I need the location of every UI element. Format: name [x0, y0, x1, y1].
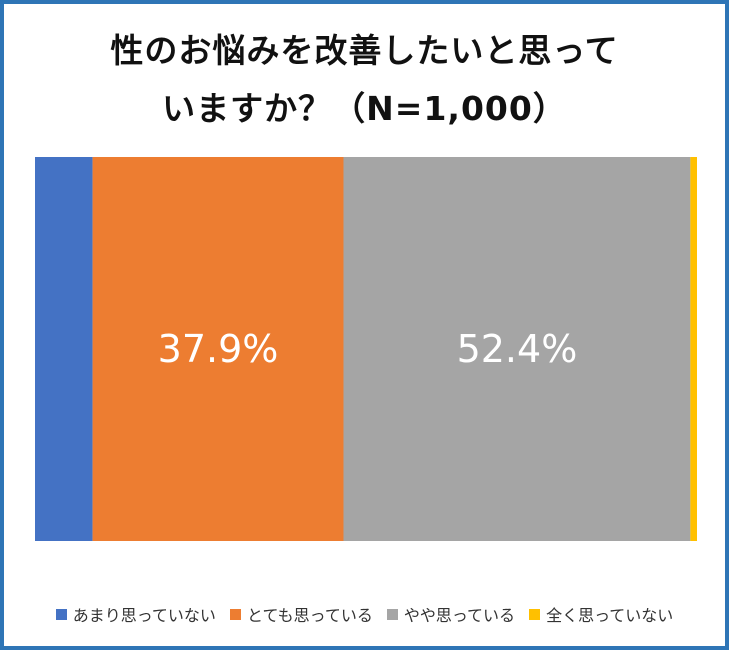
legend-item-rarely: あまり思っていない	[55, 602, 216, 626]
legend-label: やや思っている	[403, 606, 516, 625]
bar-segment	[35, 157, 93, 541]
legend-swatch	[529, 608, 541, 620]
legend-item-not-at-all: 全く思っていない	[529, 602, 673, 626]
legend-swatch	[229, 608, 241, 620]
chart-title-line-2: いますか？（N=1,000）	[162, 89, 567, 128]
legend-label: あまり思っていない	[72, 606, 216, 625]
legend-swatch	[386, 608, 398, 620]
bar-segment	[92, 157, 344, 541]
chart-legend: あまり思っていない とても思っている やや思っている 全く思っていない	[0, 602, 729, 626]
data-label: 37.9%	[158, 327, 279, 371]
legend-item-somewhat: やや思っている	[386, 602, 516, 626]
data-label: 52.4%	[457, 327, 578, 371]
legend-label: とても思っている	[246, 606, 373, 625]
chart-title-line-1: 性のお悩みを改善したいと思って	[110, 31, 619, 70]
bar-segment	[690, 157, 697, 541]
legend-label: 全く思っていない	[546, 606, 674, 625]
bar-segment	[343, 157, 691, 541]
chart-title: 性のお悩みを改善したいと思って いますか？（N=1,000）	[0, 22, 729, 138]
legend-item-very-much: とても思っている	[229, 602, 373, 626]
legend-swatch	[55, 608, 67, 620]
